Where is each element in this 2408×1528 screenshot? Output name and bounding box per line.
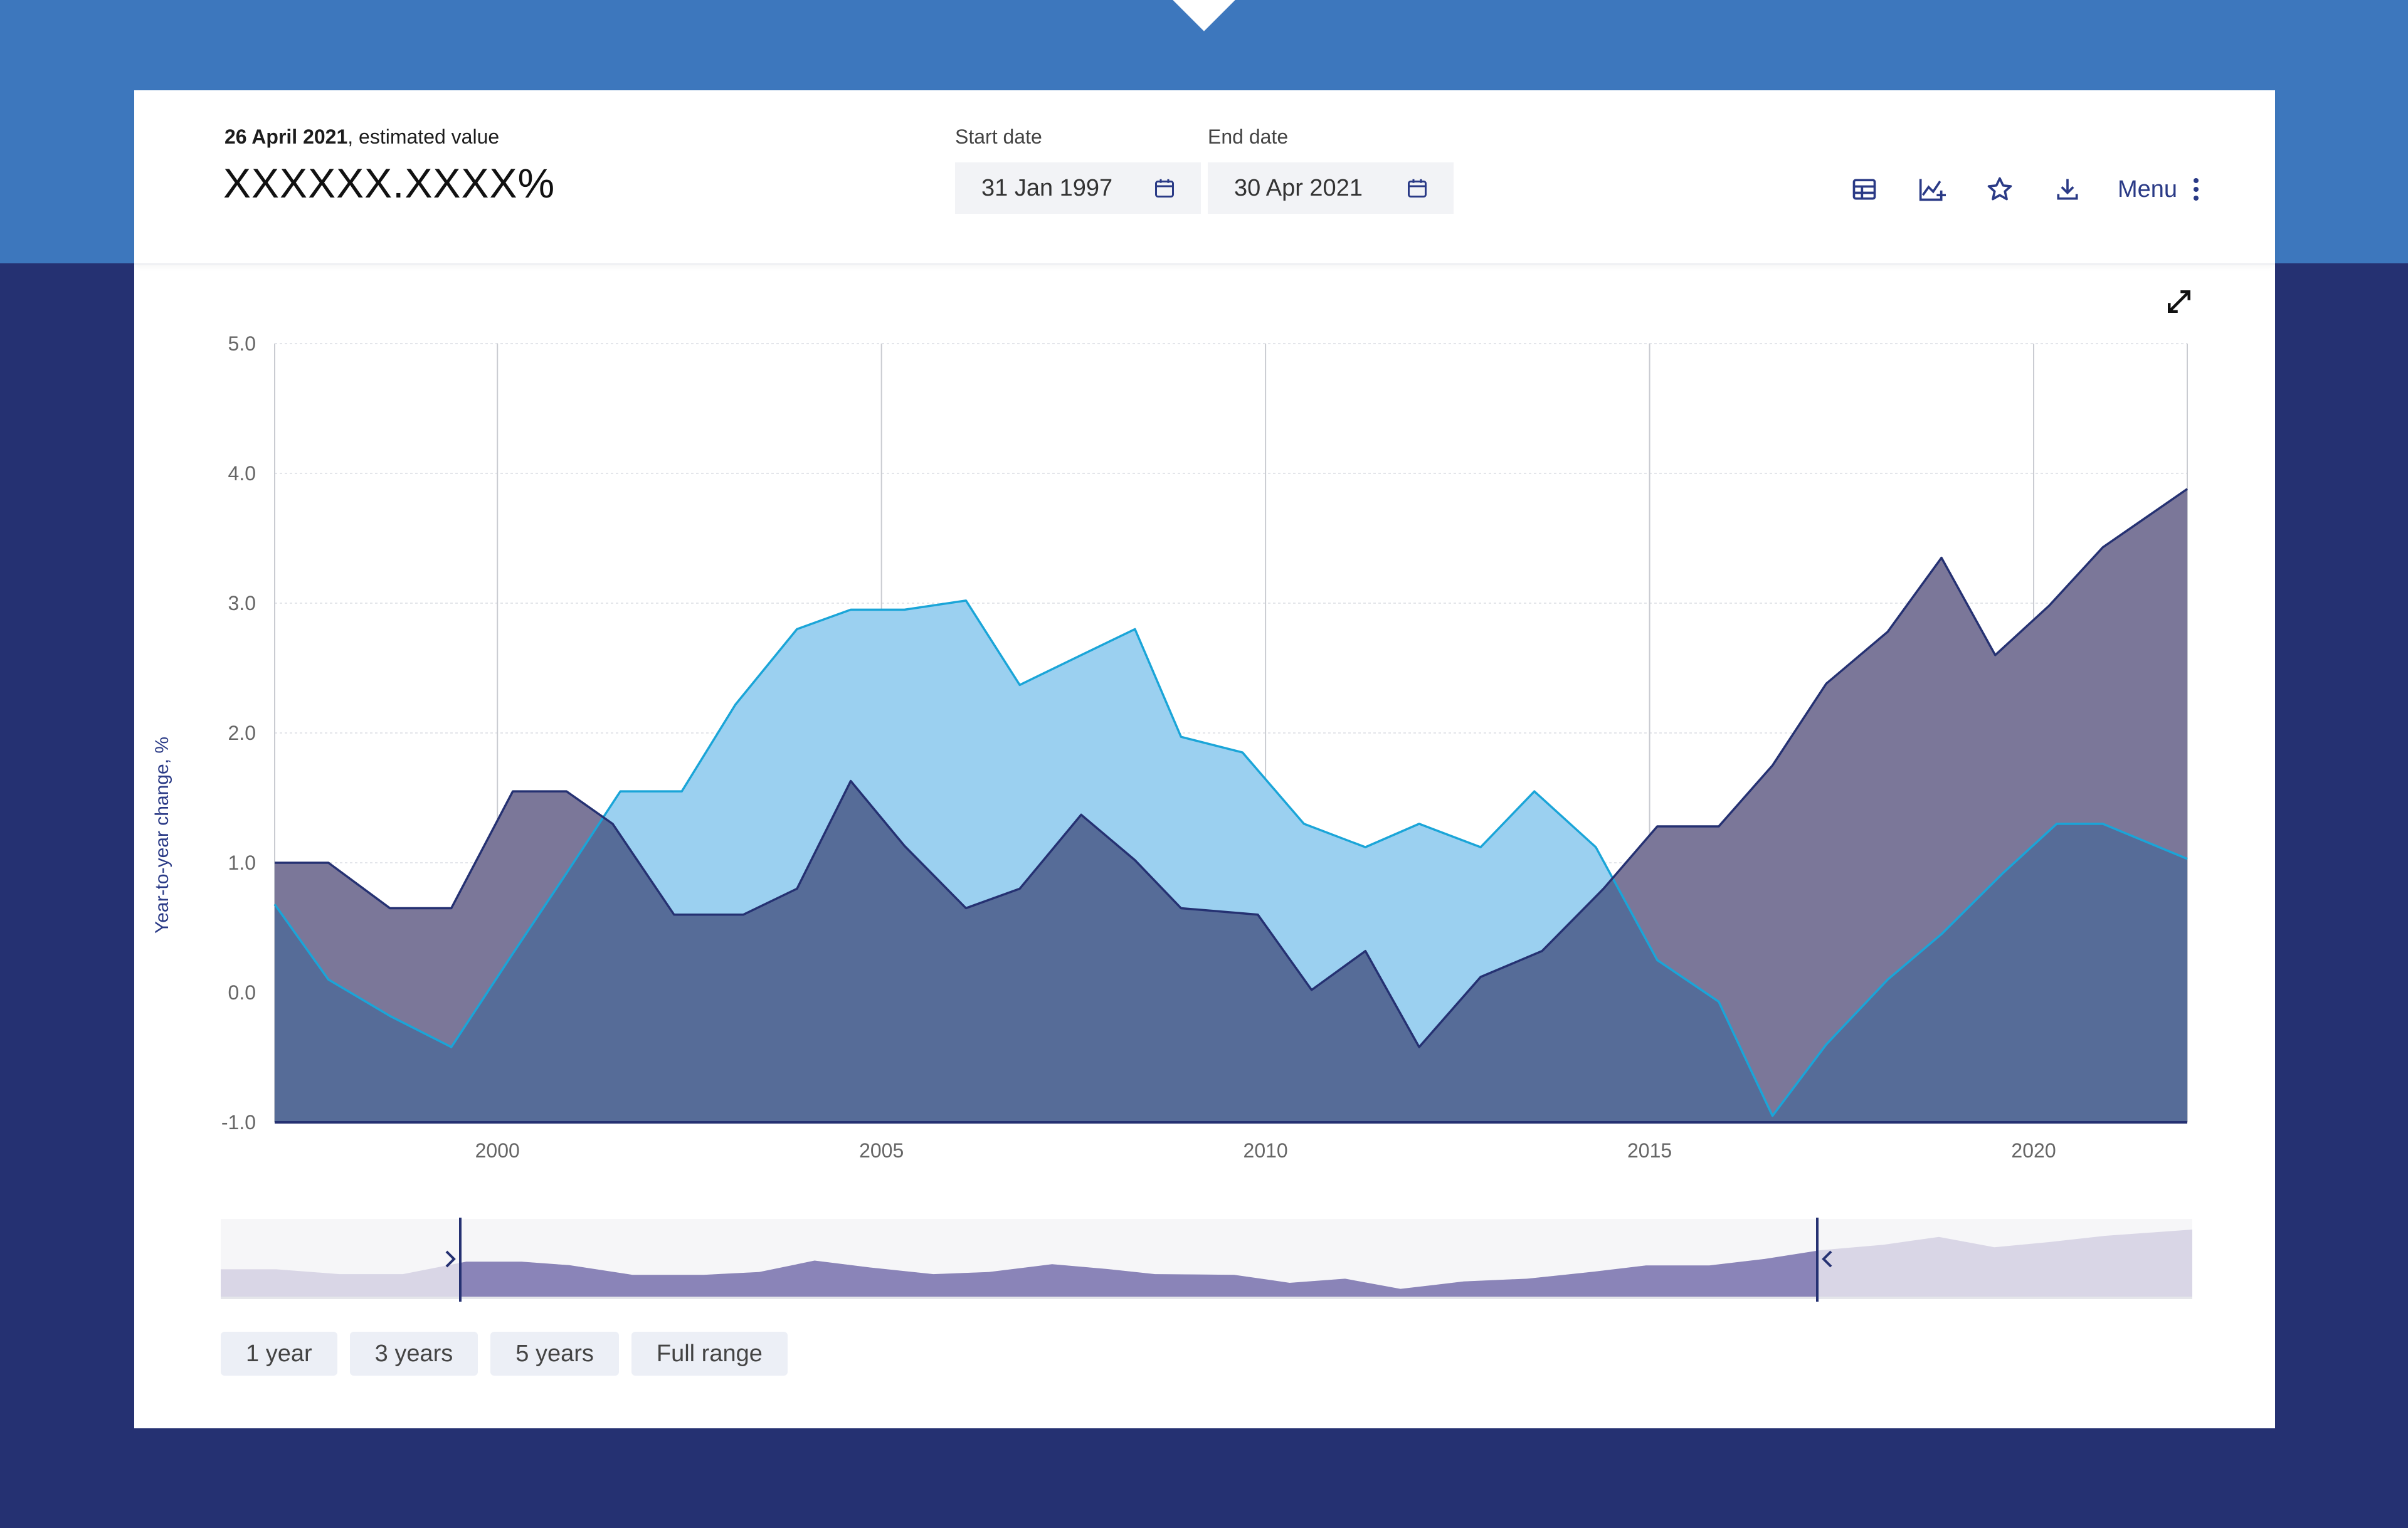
y-tick-label: 2.0 — [228, 722, 256, 744]
y-tick-label: -1.0 — [221, 1111, 256, 1134]
chevron-left-icon[interactable] — [1822, 1250, 1832, 1268]
x-tick-label: 2010 — [1244, 1139, 1288, 1162]
table-view-button[interactable] — [1846, 171, 1883, 208]
x-tick-label: 2020 — [2011, 1139, 2056, 1162]
calendar-icon[interactable] — [1406, 177, 1428, 199]
range-button-3y[interactable]: 3 years — [349, 1332, 478, 1376]
start-date-value: 31 Jan 1997 — [981, 174, 1113, 201]
range-button-1y[interactable]: 1 year — [221, 1332, 337, 1376]
estimate-suffix: , estimated value — [347, 125, 500, 148]
areas — [273, 488, 2188, 1122]
x-tick-label: 2015 — [1627, 1139, 1672, 1162]
calendar-icon[interactable] — [1153, 177, 1176, 199]
series-light-line — [273, 599, 2188, 1117]
expand-icon[interactable] — [2162, 285, 2196, 319]
end-date-label: End date — [1208, 125, 1289, 148]
star-icon — [1987, 177, 2012, 201]
end-date-block: End date 30 Apr 2021 — [1208, 125, 1454, 214]
y-tick-label: 0.0 — [228, 981, 256, 1004]
range-button-full[interactable]: Full range — [631, 1332, 788, 1376]
y-tick-label: 5.0 — [228, 332, 256, 355]
start-date-label: Start date — [955, 125, 1042, 148]
estimate-value: XXXXXX.XXXX% — [223, 160, 556, 206]
estimate-date: 26 April 2021 — [224, 125, 348, 148]
range-button-5y[interactable]: 5 years — [490, 1332, 619, 1376]
range-button-group: 1 year 3 years 5 years Full range — [221, 1332, 800, 1376]
range-navigator[interactable] — [221, 1218, 2192, 1302]
more-vertical-icon — [2194, 178, 2199, 201]
axes: 5.0 4.0 3.0 2.0 1.0 0.0 -1.0 2000 2005 2010 2015 20… — [221, 332, 2187, 1162]
end-date-value: 30 Apr 2021 — [1234, 174, 1363, 201]
y-tick-label: 3.0 — [228, 592, 256, 614]
card-header: 26 April 2021, estimated value XXXXXX.XX… — [134, 90, 2275, 265]
chart-svg: 5.0 4.0 3.0 2.0 1.0 0.0 -1.0 2000 2005 2010 2015 20… — [221, 332, 2192, 1302]
start-date-input[interactable]: 31 Jan 1997 — [955, 162, 1201, 214]
menu-label: Menu — [2117, 176, 2177, 203]
navigator-area-selected — [460, 1250, 1817, 1299]
x-tick-label: 2005 — [859, 1139, 904, 1162]
download-icon — [2057, 179, 2078, 200]
series-dark-line — [275, 488, 2188, 1048]
table-icon — [1852, 179, 1876, 200]
menu-button[interactable]: Menu — [2118, 176, 2200, 203]
favorite-button[interactable] — [1981, 171, 2019, 208]
y-tick-label: 4.0 — [228, 462, 256, 485]
estimate-date-label: 26 April 2021, estimated value — [224, 125, 499, 149]
add-series-button[interactable] — [1913, 171, 1951, 208]
chart-card: 26 April 2021, estimated value XXXXXX.XX… — [134, 90, 2275, 1428]
start-date-block: Start date 31 Jan 1997 — [955, 125, 1201, 214]
x-tick-label: 2000 — [475, 1139, 520, 1162]
chevron-right-icon[interactable] — [445, 1250, 456, 1268]
chart-toolbar: Menu — [1815, 171, 2200, 208]
end-date-input[interactable]: 30 Apr 2021 — [1208, 162, 1454, 214]
download-button[interactable] — [2049, 171, 2086, 208]
y-tick-label: 1.0 — [228, 851, 256, 874]
chart-add-icon — [1919, 179, 1946, 201]
